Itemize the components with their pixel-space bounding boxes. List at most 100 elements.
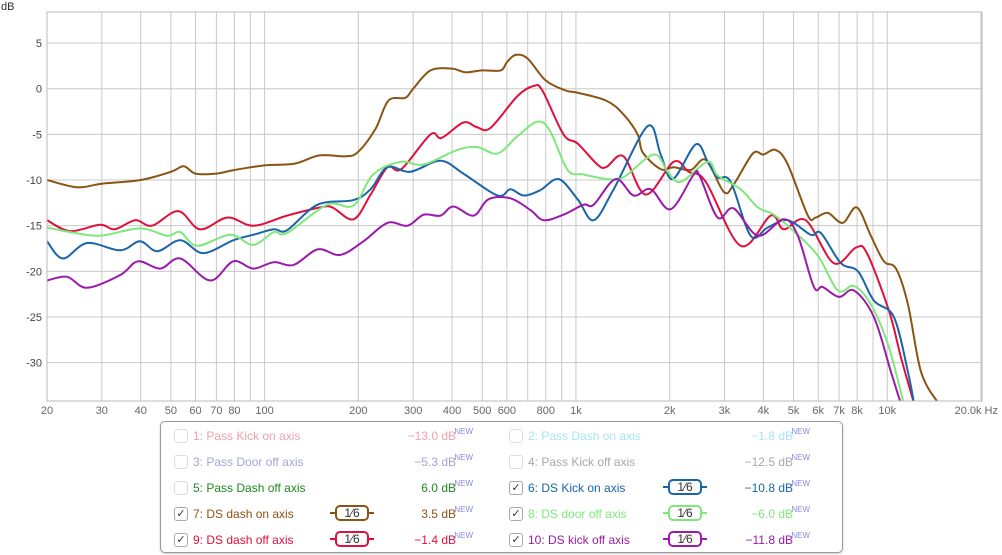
legend-value: −5.3 dB NEW bbox=[353, 452, 473, 472]
legend-label: 10: DS kick off axis bbox=[528, 533, 630, 547]
legend-item[interactable]: 2: Pass Dash on axis −1.8 dB NEW bbox=[509, 426, 810, 446]
value-text: −1.8 dB bbox=[751, 429, 793, 443]
smoothing-badge[interactable]: 1⁄6 bbox=[330, 531, 374, 547]
visibility-checkbox[interactable]: ✓ bbox=[174, 533, 188, 547]
legend-value: −1.4 dB NEW bbox=[353, 530, 473, 550]
x-tick-label: 20.0k Hz bbox=[955, 405, 998, 417]
visibility-checkbox[interactable]: ✓ bbox=[509, 481, 523, 495]
value-text: −12.5 dB bbox=[744, 455, 793, 469]
legend-label: 4: Pass Kick off axis bbox=[528, 455, 636, 469]
new-tag: NEW bbox=[791, 453, 810, 462]
legend-value: −11.8 dB NEW bbox=[690, 530, 810, 550]
visibility-checkbox[interactable] bbox=[509, 455, 523, 469]
legend-panel: 1: Pass Kick on axis −13.0 dB NEW 2: Pass D… bbox=[160, 421, 843, 553]
smoothing-badge[interactable]: 1⁄6 bbox=[663, 505, 707, 521]
value-text: −6.0 dB bbox=[751, 507, 793, 521]
y-tick-label: -15 bbox=[26, 221, 42, 233]
y-tick-label: -30 bbox=[26, 358, 42, 370]
legend-value: −6.0 dB NEW bbox=[690, 504, 810, 524]
legend-item[interactable]: ✓ 6: DS Kick on axis 1⁄6 −10.8 dB NEW bbox=[509, 478, 810, 498]
series-line bbox=[47, 120, 905, 401]
visibility-checkbox[interactable] bbox=[174, 429, 188, 443]
smoothing-badge[interactable]: 1⁄6 bbox=[663, 531, 707, 547]
value-text: −5.3 dB bbox=[414, 455, 456, 469]
new-tag: NEW bbox=[454, 427, 473, 436]
x-tick-label: 60 bbox=[189, 405, 201, 417]
y-tick-label: -20 bbox=[26, 266, 42, 278]
value-text: 3.5 dB bbox=[421, 507, 456, 521]
x-tick-label: 4k bbox=[758, 405, 770, 417]
y-tick-label: 0 bbox=[36, 84, 42, 96]
legend-item[interactable]: ✓ 7: DS dash on axis 1⁄6 3.5 dB NEW bbox=[174, 504, 473, 524]
legend-value: 3.5 dB NEW bbox=[353, 504, 473, 524]
x-tick-label: 100 bbox=[255, 405, 273, 417]
visibility-checkbox[interactable] bbox=[509, 429, 523, 443]
grid bbox=[46, 12, 982, 401]
x-tick-label: 5k bbox=[788, 405, 800, 417]
series-line bbox=[47, 124, 915, 401]
x-tick-label: 2k bbox=[664, 405, 676, 417]
x-tick-label: 200 bbox=[349, 405, 367, 417]
value-text: 6.0 dB bbox=[421, 481, 456, 495]
legend-label: 3: Pass Door off axis bbox=[193, 455, 304, 469]
legend-value: −13.0 dB NEW bbox=[353, 426, 473, 446]
x-tick-label: 7k bbox=[833, 405, 845, 417]
legend-value: 6.0 dB NEW bbox=[353, 478, 473, 498]
x-tick-label: 80 bbox=[228, 405, 240, 417]
legend-item[interactable]: ✓ 10: DS kick off axis 1⁄6 −11.8 dB NEW bbox=[509, 530, 810, 550]
series-line bbox=[47, 53, 939, 401]
new-tag: NEW bbox=[454, 505, 473, 514]
plot-border bbox=[46, 11, 983, 402]
value-text: −13.0 dB bbox=[407, 429, 456, 443]
visibility-checkbox[interactable]: ✓ bbox=[509, 533, 523, 547]
legend-item[interactable]: 5: Pass Dash off axis 6.0 dB NEW bbox=[174, 478, 473, 498]
visibility-checkbox[interactable] bbox=[174, 455, 188, 469]
legend-item[interactable]: ✓ 8: DS door off axis 1⁄6 −6.0 dB NEW bbox=[509, 504, 810, 524]
legend-label: 8: DS door off axis bbox=[528, 507, 627, 521]
visibility-checkbox[interactable]: ✓ bbox=[174, 507, 188, 521]
legend-item[interactable]: ✓ 9: DS dash off axis 1⁄6 −1.4 dB NEW bbox=[174, 530, 473, 550]
x-tick-label: 3k bbox=[719, 405, 731, 417]
x-tick-label: 500 bbox=[473, 405, 491, 417]
curves bbox=[47, 53, 939, 401]
x-tick-label: 400 bbox=[443, 405, 461, 417]
smoothing-badge[interactable]: 1⁄6 bbox=[330, 505, 374, 521]
y-tick-label: -5 bbox=[32, 129, 42, 141]
legend-label: 5: Pass Dash off axis bbox=[193, 481, 306, 495]
new-tag: NEW bbox=[454, 479, 473, 488]
x-tick-label: 30 bbox=[96, 405, 108, 417]
legend-label: 2: Pass Dash on axis bbox=[528, 429, 641, 443]
visibility-checkbox[interactable] bbox=[174, 481, 188, 495]
x-tick-label: 800 bbox=[537, 405, 555, 417]
y-tick-label: -25 bbox=[26, 312, 42, 324]
legend-item[interactable]: 1: Pass Kick on axis −13.0 dB NEW bbox=[174, 426, 473, 446]
x-tick-label: 50 bbox=[165, 405, 177, 417]
legend-item[interactable]: 3: Pass Door off axis −5.3 dB NEW bbox=[174, 452, 473, 472]
legend-label: 9: DS dash off axis bbox=[193, 533, 294, 547]
y-tick-label: -10 bbox=[26, 175, 42, 187]
visibility-checkbox[interactable]: ✓ bbox=[509, 507, 523, 521]
x-tick-label: 70 bbox=[210, 405, 222, 417]
legend-item[interactable]: 4: Pass Kick off axis −12.5 dB NEW bbox=[509, 452, 810, 472]
x-tick-label: 40 bbox=[135, 405, 147, 417]
x-tick-label: 1k bbox=[570, 405, 582, 417]
new-tag: NEW bbox=[454, 453, 473, 462]
value-text: −10.8 dB bbox=[744, 481, 793, 495]
x-tick-label: 6k bbox=[812, 405, 824, 417]
legend-label: 1: Pass Kick on axis bbox=[193, 429, 301, 443]
value-text: −11.8 dB bbox=[745, 533, 793, 547]
legend-label: 6: DS Kick on axis bbox=[528, 481, 626, 495]
x-tick-label: 8k bbox=[851, 405, 863, 417]
y-tick-label: 5 bbox=[36, 38, 42, 50]
series-line bbox=[47, 169, 902, 401]
smoothing-badge[interactable]: 1⁄6 bbox=[663, 479, 707, 495]
x-tick-label: 300 bbox=[404, 405, 422, 417]
legend-label: 7: DS dash on axis bbox=[193, 507, 294, 521]
legend-value: −1.8 dB NEW bbox=[690, 426, 810, 446]
series-line bbox=[47, 83, 915, 401]
x-tick-label: 600 bbox=[498, 405, 516, 417]
new-tag: NEW bbox=[791, 531, 810, 540]
legend-value: −12.5 dB NEW bbox=[690, 452, 810, 472]
